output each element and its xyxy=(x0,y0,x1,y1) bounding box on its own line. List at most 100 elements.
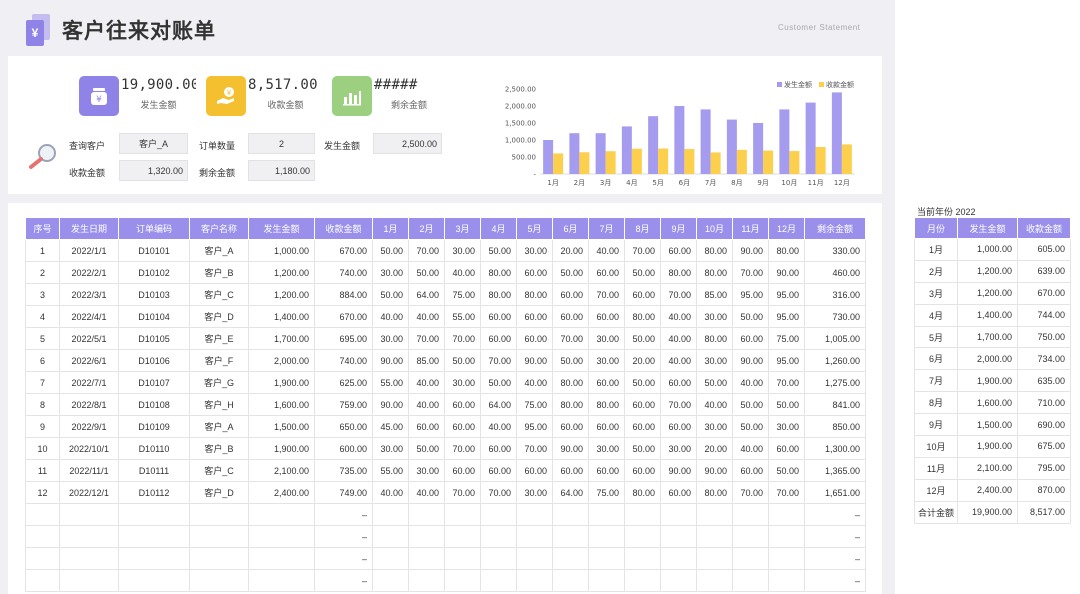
table-cell: 625.00 xyxy=(314,371,373,394)
table-cell: 70.00 xyxy=(444,327,481,350)
table-cell: 30.00 xyxy=(696,305,733,328)
table-cell xyxy=(588,525,625,548)
money-jar-icon: ¥ xyxy=(79,76,119,116)
column-header[interactable]: 3月 xyxy=(444,217,481,240)
table-row[interactable]: 5 2022/5/1 D10105 客户_E 1,700.00 695.00 30.00 70… xyxy=(25,327,866,350)
column-header[interactable]: 发生日期 xyxy=(59,217,119,240)
table-cell: D10106 xyxy=(118,349,190,372)
table-cell: 70.00 xyxy=(408,239,445,262)
table-cell: 60.00 xyxy=(588,459,625,482)
table-cell: 90.00 xyxy=(372,349,409,372)
table-row[interactable]: 6 2022/6/1 D10106 客户_F 2,000.00 740.00 90.00 85… xyxy=(25,349,866,372)
column-header[interactable]: 客户名称 xyxy=(189,217,249,240)
column-header[interactable]: 2月 xyxy=(408,217,445,240)
table-cell: 30.00 xyxy=(768,415,805,438)
table-cell: 60.00 xyxy=(660,371,697,394)
table-cell: 60.00 xyxy=(552,415,589,438)
legend-label: 发生金额 xyxy=(784,80,812,89)
table-cell xyxy=(624,525,661,548)
summary-cell: 4月 xyxy=(913,303,959,327)
monthly-bar-chart: 2,500.00 2,000.00 1,500.00 1,000.00 500.00 - 1… xyxy=(505,80,855,187)
table-cell: 1,005.00 xyxy=(804,327,866,350)
column-header[interactable]: 7月 xyxy=(588,217,625,240)
table-cell xyxy=(25,503,60,526)
table-cell xyxy=(25,547,60,570)
summary-cell: 1,700.00 xyxy=(957,325,1019,349)
table-cell xyxy=(624,503,661,526)
table-row[interactable]: 12 2022/12/1 D10112 客户_D 2,400.00 749.00 40.00… xyxy=(25,481,866,504)
table-cell xyxy=(189,503,249,526)
empty-table-row[interactable]: – – xyxy=(25,503,866,526)
table-cell: – xyxy=(804,569,866,592)
column-header[interactable]: 剩余金额 xyxy=(804,217,866,240)
column-header[interactable]: 5月 xyxy=(516,217,553,240)
table-cell: 90.00 xyxy=(516,349,553,372)
table-cell: 90.00 xyxy=(732,239,769,262)
x-tick-label: 5月 xyxy=(652,179,663,187)
table-cell: 2022/2/1 xyxy=(59,261,119,284)
table-row[interactable]: 1 2022/1/1 D10101 客户_A 1,000.00 670.00 50.00 70… xyxy=(25,239,866,262)
summary-row: 12月 2,400.00 870.00 xyxy=(913,478,1072,502)
table-row[interactable]: 7 2022/7/1 D10107 客户_G 1,900.00 625.00 55.00 40… xyxy=(25,371,866,394)
summary-cell: 10月 xyxy=(913,435,959,458)
table-cell xyxy=(732,525,769,548)
column-header[interactable]: 序号 xyxy=(25,217,60,240)
table-row[interactable]: 10 2022/10/1 D10110 客户_B 1,900.00 600.00 30.00… xyxy=(25,437,866,460)
x-tick-label: 2月 xyxy=(574,179,585,187)
table-cell: 60.00 xyxy=(660,481,697,504)
query-customer-select[interactable]: 客户_A xyxy=(119,133,188,154)
table-cell: 90.00 xyxy=(552,437,589,460)
table-cell: 1,600.00 xyxy=(248,393,315,416)
y-tick-label: 1,500.00 xyxy=(505,120,536,128)
table-row[interactable]: 8 2022/8/1 D10108 客户_H 1,600.00 759.00 90.00 40… xyxy=(25,393,866,416)
table-cell xyxy=(372,547,409,570)
column-header[interactable]: 1月 xyxy=(372,217,409,240)
table-cell: 40.00 xyxy=(408,305,445,328)
table-cell: 1,300.00 xyxy=(804,437,866,460)
column-header[interactable]: 月份 xyxy=(913,217,959,239)
table-cell: 60.00 xyxy=(660,415,697,438)
column-header[interactable]: 8月 xyxy=(624,217,661,240)
column-header[interactable]: 6月 xyxy=(552,217,589,240)
column-header[interactable]: 收款金额 xyxy=(314,217,373,240)
column-header[interactable]: 10月 xyxy=(696,217,733,240)
summary-cell: 710.00 xyxy=(1017,391,1072,415)
table-cell: 60.00 xyxy=(624,283,661,306)
table-cell: 2022/8/1 xyxy=(59,393,119,416)
table-cell xyxy=(248,525,315,548)
table-cell: 1,200.00 xyxy=(248,261,315,284)
legend-swatch xyxy=(777,82,782,87)
summary-row: 11月 2,100.00 795.00 xyxy=(913,456,1072,480)
table-cell: 客户_E xyxy=(189,327,249,350)
column-header[interactable]: 12月 xyxy=(768,217,805,240)
column-header[interactable]: 发生金额 xyxy=(957,217,1019,239)
table-cell: 2022/6/1 xyxy=(59,349,119,372)
table-row[interactable]: 11 2022/11/1 D10111 客户_C 2,100.00 735.00 55.00… xyxy=(25,459,866,482)
table-cell: 30.00 xyxy=(408,459,445,482)
table-row[interactable]: 2 2022/2/1 D10102 客户_B 1,200.00 740.00 30.00 50… xyxy=(25,261,866,284)
table-cell xyxy=(660,547,697,570)
table-row[interactable]: 4 2022/4/1 D10104 客户_D 1,400.00 670.00 40.00 40… xyxy=(25,305,866,328)
table-cell: 60.00 xyxy=(588,371,625,394)
column-header[interactable]: 4月 xyxy=(480,217,517,240)
empty-table-row[interactable]: – – xyxy=(25,569,866,592)
column-header[interactable]: 11月 xyxy=(732,217,769,240)
summary-cell: 1月 xyxy=(913,238,959,261)
column-header[interactable]: 发生金额 xyxy=(248,217,315,240)
empty-table-row[interactable]: – – xyxy=(25,525,866,548)
svg-text:¥: ¥ xyxy=(227,89,232,97)
table-cell: 2022/12/1 xyxy=(59,481,119,504)
table-cell xyxy=(59,525,119,548)
table-row[interactable]: 3 2022/3/1 D10103 客户_C 1,200.00 884.00 50.00 64… xyxy=(25,283,866,306)
table-cell xyxy=(372,525,409,548)
column-header[interactable]: 订单编码 xyxy=(118,217,190,240)
table-cell: 60.00 xyxy=(624,393,661,416)
table-cell xyxy=(248,503,315,526)
empty-table-row[interactable]: – – xyxy=(25,547,866,570)
table-cell: 30.00 xyxy=(516,481,553,504)
bar-issued xyxy=(805,102,816,174)
column-header[interactable]: 9月 xyxy=(660,217,697,240)
table-cell: 9 xyxy=(25,415,60,438)
column-header[interactable]: 收款金额 xyxy=(1017,217,1072,239)
table-row[interactable]: 9 2022/9/1 D10109 客户_A 1,500.00 650.00 45.00 60… xyxy=(25,415,866,438)
